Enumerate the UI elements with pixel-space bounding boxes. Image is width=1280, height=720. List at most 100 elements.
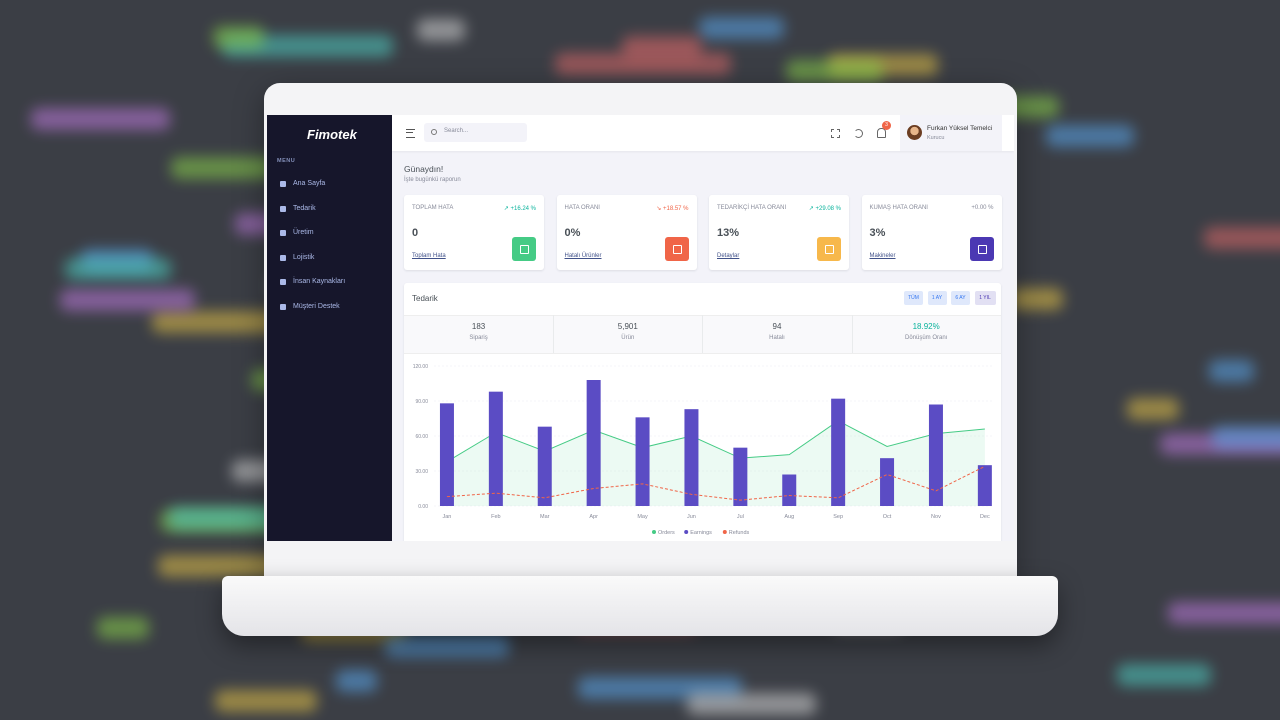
bg-stripe — [171, 156, 275, 179]
line — [446, 420, 985, 463]
x-tick-label: May — [637, 514, 648, 520]
stat-value: 94 — [772, 322, 782, 331]
menu-item[interactable]: Tedarik — [293, 204, 316, 212]
card-change: ↗ +16.24 % — [503, 206, 536, 212]
theme-icon[interactable] — [854, 129, 863, 138]
screen: Fimotek MENU Ana Sayfa Tedarik Üretim Lojisti… — [267, 115, 1014, 541]
x-tick-label: Sep — [833, 514, 843, 520]
card-label: TOPLAM HATA — [412, 205, 454, 211]
stat-value: 5,901 — [617, 322, 638, 331]
stat-value: 183 — [471, 322, 486, 331]
stats-divider — [702, 315, 704, 353]
bar — [586, 380, 601, 506]
panel-title: Tedarik — [412, 294, 438, 303]
x-tick-label: Jan — [443, 514, 452, 520]
y-tick-label: 60.00 — [415, 434, 428, 440]
card-icon — [512, 237, 536, 261]
hamburger — [406, 129, 415, 138]
stats-divider — [553, 315, 555, 353]
card-link[interactable]: Toplam Hata — [412, 253, 446, 259]
legend-label: Orders — [658, 530, 675, 536]
search-box[interactable] — [424, 123, 527, 142]
area-fill — [446, 420, 985, 506]
stat-label: Dönüşüm Oranı — [905, 335, 948, 341]
user-role: Kurucu — [927, 135, 945, 141]
bg-stripe — [65, 258, 171, 281]
stat-label: Sipariş — [469, 335, 488, 341]
bg-stripe — [222, 35, 394, 58]
user-name: Furkan Yüksel Temelci — [927, 125, 993, 132]
stat-value: 18.92% — [912, 322, 940, 331]
filter-button[interactable]: 1 YIL — [974, 291, 996, 305]
logo[interactable]: Fimotek — [307, 127, 357, 142]
bg-stripe — [1011, 288, 1064, 311]
sidebar: Fimotek MENU Ana Sayfa Tedarik Üretim Lojisti… — [267, 115, 392, 541]
x-tick-label: Nov — [931, 514, 941, 520]
bg-stripe — [416, 19, 465, 42]
card-icon-glyph — [825, 245, 834, 254]
bg-stripe — [1046, 124, 1135, 147]
card-label: HATA ORANI — [564, 205, 600, 211]
stat-card: KUMAŞ HATA ORANI +0.00 % 3% Makineler — [861, 195, 1002, 270]
bg-stripe — [686, 692, 816, 715]
stat-label: Hatalı — [769, 335, 785, 341]
menu-item[interactable]: İnsan Kaynakları — [293, 278, 346, 285]
bg-stripe — [786, 60, 883, 83]
bar — [831, 398, 846, 506]
card-link[interactable]: Detaylar — [717, 253, 740, 259]
card-change: ↘ +18.57 % — [656, 206, 689, 212]
menu-item[interactable]: Üretim — [293, 229, 314, 236]
stat-card: HATA ORANI ↘ +18.57 % 0% Hatalı Ürünler — [556, 195, 697, 270]
card-value: 3% — [869, 227, 886, 239]
bg-stripe — [384, 635, 509, 658]
fullscreen-icon[interactable] — [831, 129, 840, 138]
topbar: Search... 3 Furkan Yüksel Temelci Kurucu — [392, 115, 1014, 151]
x-tick-label: Oct — [883, 514, 892, 520]
card-change: +0.00 % — [971, 205, 994, 211]
search-placeholder: Search... — [444, 128, 469, 134]
x-tick-label: Feb — [491, 514, 500, 520]
filter-button[interactable]: TÜM — [904, 291, 923, 305]
x-tick-label: Apr — [589, 514, 598, 520]
x-tick-label: Jun — [687, 514, 696, 520]
stat-label: Ürün — [621, 335, 635, 341]
bg-stripe — [1211, 426, 1280, 449]
legend-marker — [652, 530, 656, 534]
filter-button[interactable]: 1 AY — [927, 291, 947, 305]
bar — [537, 426, 552, 506]
menu-item[interactable]: Ana Sayfa — [293, 180, 326, 187]
bar — [635, 417, 650, 506]
stats-divider — [851, 315, 853, 353]
card-link[interactable]: Makineler — [869, 253, 896, 259]
legend-label: Refunds — [729, 530, 750, 536]
menu-title: MENU — [277, 158, 296, 164]
bar — [488, 391, 503, 506]
card-link[interactable]: Hatalı Ürünler — [564, 253, 602, 259]
x-tick-label: Jul — [737, 514, 744, 520]
line — [446, 465, 986, 501]
card-value: 13% — [717, 227, 740, 239]
card-value: 0 — [412, 227, 419, 239]
greeting-title: Günaydın! — [404, 164, 444, 174]
menu-item[interactable]: Lojistik — [293, 253, 315, 261]
bg-stripe — [97, 616, 149, 639]
card-icon — [969, 237, 994, 261]
greeting-subtitle: İşte bugünkü raporun — [404, 177, 461, 183]
filter-button[interactable]: 6 AY — [951, 291, 970, 305]
x-tick-label: Aug — [784, 514, 794, 520]
x-tick-label: Dec — [980, 514, 990, 520]
bg-stripe — [1167, 602, 1280, 625]
bg-stripe — [214, 689, 318, 712]
bg-stripe — [336, 669, 378, 692]
stat-card: TOPLAM HATA ↗ +16.24 % 0 Toplam Hata — [404, 195, 544, 270]
menu-item[interactable]: Müşteri Destek — [293, 302, 340, 310]
chart-panel: Tedarik TÜM 1 AY 6 AY 1 YIL 183 Sipariş 5,901 Ür… — [404, 283, 1001, 541]
card-icon-glyph — [977, 245, 987, 254]
legend-marker — [722, 530, 727, 534]
bell-icon[interactable] — [877, 128, 886, 138]
laptop-base — [222, 576, 1058, 636]
menu-icon — [280, 181, 286, 187]
card-label: TEDARİKÇİ HATA ORANI — [717, 205, 787, 211]
card-icon — [817, 237, 841, 261]
y-tick-label: 120.00 — [413, 364, 429, 370]
